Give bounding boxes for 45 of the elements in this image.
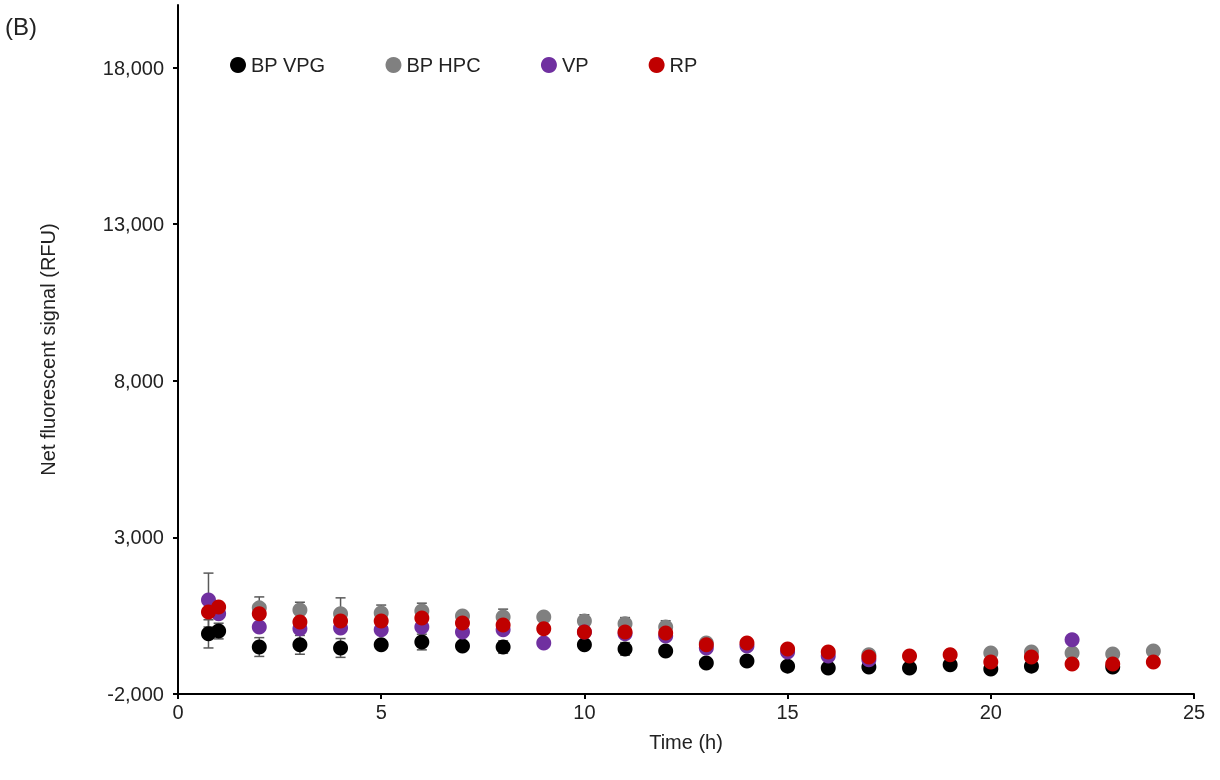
- point: [1145, 654, 1161, 670]
- point: [292, 614, 308, 630]
- point: [495, 617, 511, 633]
- point: [739, 653, 755, 669]
- y-tick-label: -2,000: [107, 683, 164, 705]
- point: [536, 621, 552, 637]
- legend-label: VP: [561, 54, 589, 76]
- point: [942, 647, 958, 663]
- y-axis-title: Net fluorescent signal (RFU): [37, 223, 59, 476]
- point: [373, 613, 389, 629]
- x-tick-label: 10: [573, 701, 596, 723]
- point: [902, 660, 918, 676]
- x-tick-label: 15: [776, 701, 799, 723]
- y-tick-label: 18,000: [102, 56, 164, 79]
- point: [455, 638, 470, 654]
- x-tick-label: 20: [979, 701, 1002, 723]
- point: [333, 613, 349, 629]
- y-tick-label: 3,000: [113, 526, 164, 549]
- x-tick-label: 5: [375, 701, 387, 723]
- point: [251, 606, 267, 622]
- y-tick-label: 8,000: [113, 369, 164, 392]
- point: [251, 619, 267, 635]
- point: [211, 599, 227, 615]
- point: [658, 643, 674, 659]
- point: [373, 637, 389, 653]
- point: [1064, 656, 1080, 672]
- x-tick-label: 25: [1182, 701, 1206, 723]
- point: [536, 635, 552, 651]
- point: [902, 648, 918, 664]
- point: [983, 654, 999, 670]
- legend-label: RP: [669, 54, 698, 76]
- point: [820, 644, 836, 660]
- legend-label: BP HPC: [406, 54, 481, 76]
- x-axis-title: Time (h): [649, 731, 723, 753]
- y-tick-label: 13,000: [102, 213, 164, 236]
- point: [576, 637, 592, 653]
- point: [1064, 632, 1080, 648]
- point: [1023, 649, 1039, 665]
- point: [698, 655, 714, 671]
- text: (B): [5, 12, 37, 40]
- point: [780, 658, 796, 674]
- point: [414, 610, 430, 626]
- x-tick-label: 0: [172, 701, 184, 723]
- legend-label: BP VPG: [251, 54, 326, 76]
- point: [455, 615, 470, 631]
